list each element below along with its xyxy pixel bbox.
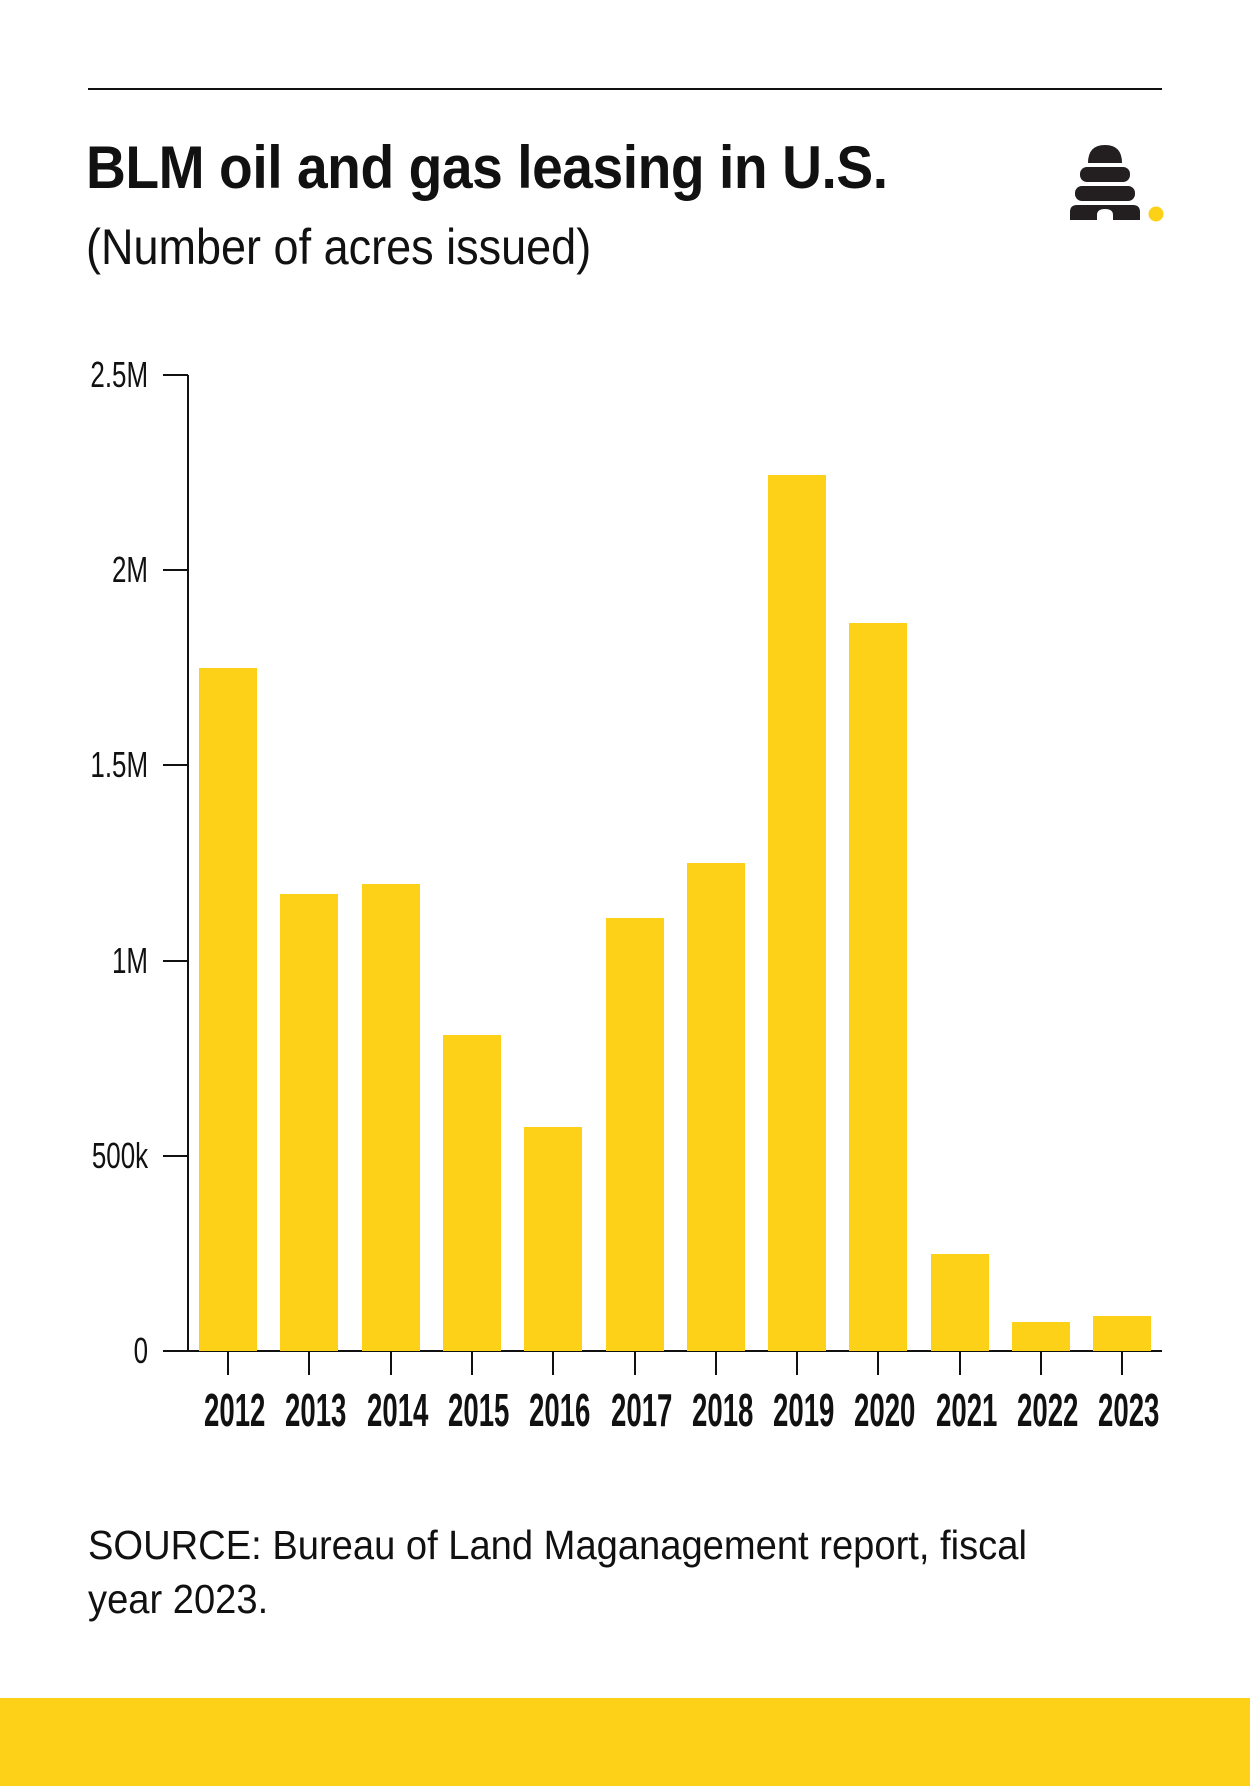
x-tick-label: 2015	[447, 1384, 510, 1436]
x-tick-label: 2020	[854, 1384, 916, 1436]
x-tick	[958, 1351, 961, 1375]
top-rule	[88, 88, 1162, 90]
source-note: SOURCE: Bureau of Land Maganagement repo…	[88, 1522, 1027, 1622]
x-tick	[796, 1351, 799, 1375]
x-tick-label: 2014	[366, 1384, 428, 1436]
x-tick-label: 2023	[1098, 1384, 1160, 1436]
y-tick	[163, 569, 188, 572]
y-tick-label: 1.5M	[90, 744, 148, 786]
x-tick	[227, 1351, 229, 1375]
y-tick	[163, 959, 188, 962]
bar-2020	[849, 622, 908, 1351]
bar-2016	[524, 1126, 583, 1351]
y-tick	[163, 764, 188, 767]
x-tick-label: 2013	[285, 1384, 347, 1436]
x-tick	[714, 1351, 717, 1375]
bar-2012	[199, 667, 257, 1351]
y-axis-line	[187, 375, 189, 1352]
x-tick	[1040, 1351, 1042, 1375]
bar-2018	[686, 863, 745, 1351]
x-tick-label: 2022	[1017, 1384, 1079, 1436]
x-axis-line	[163, 1350, 1162, 1352]
x-tick-label: 2019	[773, 1384, 835, 1436]
x-tick	[633, 1351, 636, 1375]
bar-2017	[605, 917, 664, 1351]
x-tick	[877, 1351, 880, 1375]
x-tick	[470, 1351, 473, 1375]
bar-2015	[442, 1034, 501, 1351]
chart-title: BLM oil and gas leasing in U.S.	[86, 134, 888, 201]
footer-band	[0, 1698, 1250, 1786]
bar-2022	[1012, 1322, 1070, 1351]
bar-chart: 2.5M 2M 1.5M 1M 500k 0 2012 2013 2014 2015 2016 20…	[90, 354, 1162, 1436]
x-tick	[552, 1351, 555, 1375]
x-tick-label: 2017	[610, 1384, 672, 1436]
y-tick	[163, 1350, 188, 1352]
y-tick-label: 2.5M	[90, 354, 148, 395]
x-tick	[389, 1351, 392, 1375]
bar-2014	[361, 884, 420, 1351]
x-tick	[308, 1351, 311, 1375]
y-tick-label: 2M	[111, 549, 148, 591]
bar-2023	[1093, 1315, 1152, 1351]
bar-2013	[280, 894, 339, 1351]
y-tick-label: 500k	[91, 1134, 148, 1176]
bar-2021	[930, 1254, 989, 1351]
x-tick-label: 2012	[204, 1384, 266, 1436]
y-tick	[163, 374, 188, 376]
y-tick	[163, 1154, 188, 1157]
y-tick-label: 0	[133, 1330, 148, 1371]
beehive-icon	[1070, 145, 1164, 222]
x-tick-label: 2016	[529, 1384, 591, 1436]
x-tick-label: 2021	[935, 1384, 998, 1436]
x-tick	[1121, 1351, 1124, 1375]
y-tick-label: 1M	[111, 939, 148, 981]
bar-2019	[768, 474, 827, 1351]
chart-subtitle: (Number of acres issued)	[86, 219, 592, 275]
x-tick-label: 2018	[691, 1384, 754, 1436]
